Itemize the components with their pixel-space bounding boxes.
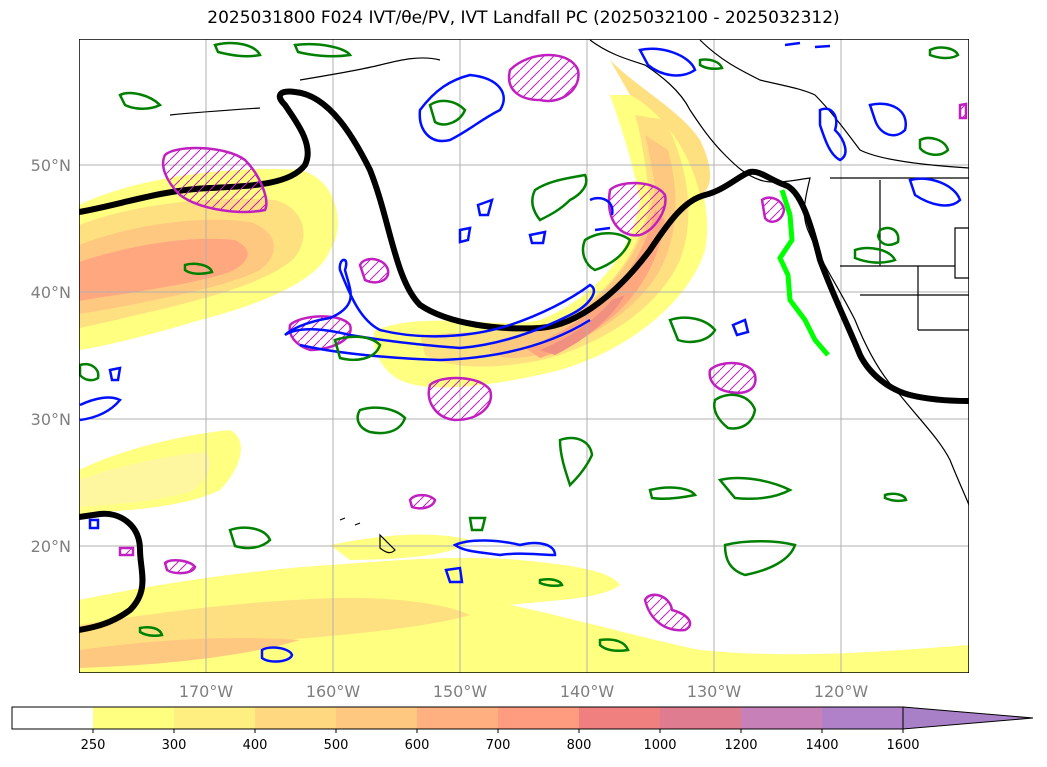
lon-label-170w: 170°W xyxy=(179,682,234,701)
colorbar-extension-arrow xyxy=(902,706,1034,730)
lon-label-130w: 130°W xyxy=(687,682,742,701)
lon-label-120w: 120°W xyxy=(814,682,869,701)
lon-label-150w: 150°W xyxy=(433,682,488,701)
colorbar-tick-label: 600 xyxy=(405,738,430,753)
colorbar-tick-label: 500 xyxy=(324,738,349,753)
colorbar-tick-label: 1400 xyxy=(805,738,838,753)
lon-label-140w: 140°W xyxy=(560,682,615,701)
colorbar-outline xyxy=(11,706,904,730)
colorbar-tick-label: 250 xyxy=(81,738,106,753)
colorbar-segment xyxy=(417,707,499,729)
colorbar-tick-label: 800 xyxy=(567,738,592,753)
graticule xyxy=(79,39,969,673)
map-plot-area xyxy=(79,39,969,673)
colorbar-segment xyxy=(741,707,823,729)
colorbar-segment xyxy=(660,707,742,729)
colorbar-tick-label: 1000 xyxy=(643,738,676,753)
lon-label-160w: 160°W xyxy=(306,682,361,701)
colorbar-tick-label: 300 xyxy=(162,738,187,753)
colorbar-segment xyxy=(12,707,94,729)
theta-blue-contours xyxy=(79,41,962,663)
lat-label-50n: 50°N xyxy=(31,156,71,175)
colorbar-segment xyxy=(93,707,175,729)
colorbar-tick-label: 400 xyxy=(243,738,268,753)
colorbar-tick-label: 1600 xyxy=(886,738,919,753)
colorbar-segment xyxy=(579,707,661,729)
lat-label-30n: 30°N xyxy=(31,410,71,429)
colorbar-tick-label: 700 xyxy=(486,738,511,753)
colorbar: 250 300 400 500 600 700 800 1000 1200 1400 1600 xyxy=(11,706,1034,753)
coastlines xyxy=(169,39,969,554)
pv-green-contours xyxy=(79,41,960,653)
landfall-line xyxy=(777,189,830,357)
map-title: 2025031800 F024 IVT/θe/PV, IVT Landfall … xyxy=(207,8,840,28)
colorbar-segment xyxy=(498,707,580,729)
colorbar-segment xyxy=(255,707,337,729)
colorbar-tick-label: 1200 xyxy=(724,738,757,753)
ivt-shading xyxy=(79,60,969,673)
colorbar-segment xyxy=(174,707,256,729)
colorbar-segment xyxy=(822,707,904,729)
lat-label-20n: 20°N xyxy=(31,537,71,556)
lat-label-40n: 40°N xyxy=(31,283,71,302)
colorbar-segment xyxy=(336,707,418,729)
